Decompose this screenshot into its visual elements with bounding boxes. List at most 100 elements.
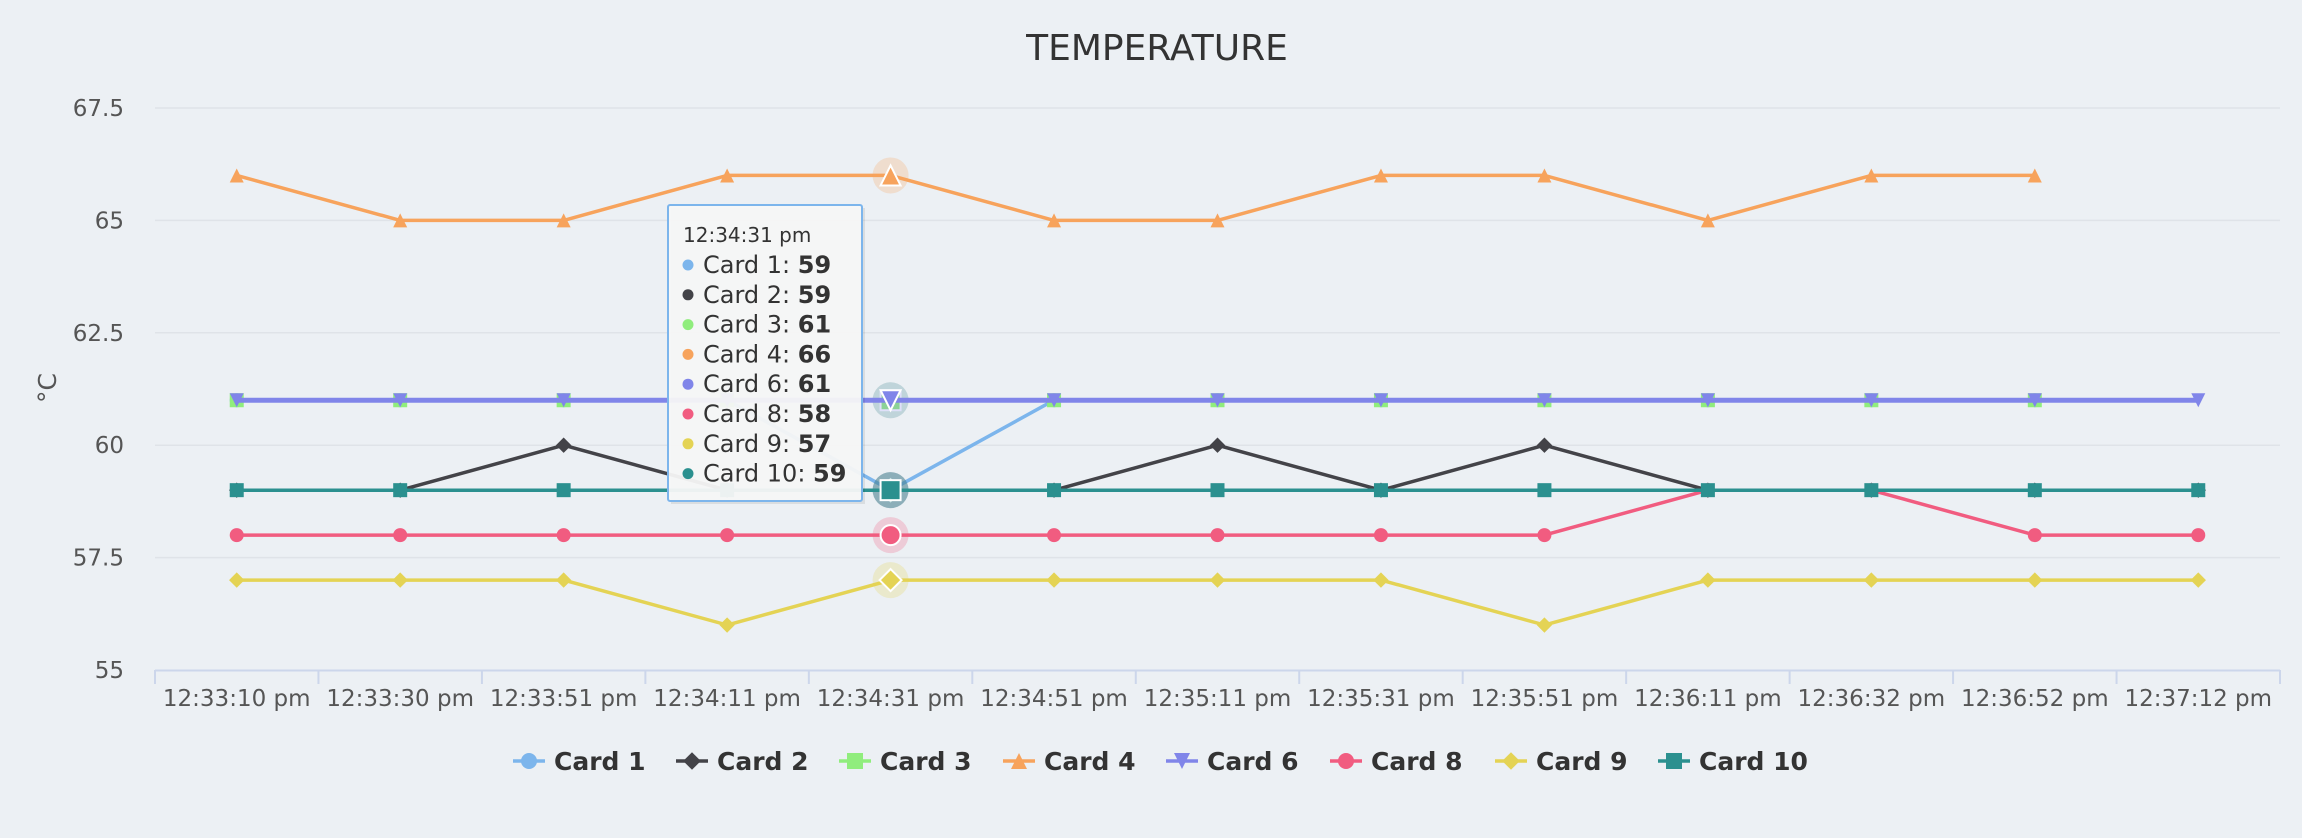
legend-marker[interactable] bbox=[521, 753, 537, 769]
data-point[interactable] bbox=[1046, 572, 1062, 588]
data-point[interactable] bbox=[2027, 528, 2042, 543]
data-point[interactable] bbox=[555, 572, 572, 588]
data-point[interactable] bbox=[393, 393, 408, 408]
data-point[interactable] bbox=[1864, 393, 1879, 408]
data-point[interactable] bbox=[1863, 572, 1880, 588]
x-tick-label: 12:36:32 pm bbox=[1798, 686, 1946, 712]
legend-item-card-4[interactable]: Card 4 bbox=[1003, 747, 1136, 776]
tooltip-entry-value: 61 bbox=[798, 370, 831, 398]
data-point[interactable] bbox=[2190, 572, 2206, 588]
data-point[interactable] bbox=[556, 528, 571, 543]
data-point[interactable] bbox=[2027, 393, 2042, 408]
data-point[interactable] bbox=[392, 572, 408, 588]
data-point[interactable] bbox=[556, 393, 571, 408]
data-point[interactable] bbox=[1210, 213, 1225, 228]
legend-item-card-9[interactable]: Card 9 bbox=[1495, 747, 1628, 776]
tooltip-entry-value: 58 bbox=[798, 400, 831, 428]
data-point-hover[interactable] bbox=[878, 163, 903, 187]
data-point[interactable] bbox=[1864, 168, 1879, 183]
data-point[interactable] bbox=[1700, 483, 1715, 498]
legend-marker[interactable] bbox=[1338, 753, 1354, 769]
legend-marker[interactable] bbox=[1666, 753, 1682, 769]
data-point[interactable] bbox=[393, 213, 408, 228]
data-point[interactable] bbox=[1373, 483, 1388, 498]
tooltip-bullet bbox=[682, 259, 694, 271]
data-point-hover[interactable] bbox=[878, 389, 903, 413]
legend-item-card-1[interactable]: Card 1 bbox=[513, 747, 646, 776]
data-point[interactable] bbox=[1210, 528, 1225, 543]
legend-marker[interactable] bbox=[1011, 753, 1027, 769]
legend-label: Card 2 bbox=[717, 747, 809, 776]
data-point[interactable] bbox=[1210, 483, 1225, 498]
legend-item-card-6[interactable]: Card 6 bbox=[1166, 747, 1299, 776]
data-point[interactable] bbox=[1047, 483, 1062, 498]
legend-item-card-3[interactable]: Card 3 bbox=[839, 747, 972, 776]
data-point[interactable] bbox=[1047, 213, 1062, 228]
data-point[interactable] bbox=[2191, 393, 2206, 408]
data-point[interactable] bbox=[229, 393, 244, 408]
data-point[interactable] bbox=[1209, 437, 1226, 453]
tooltip-bullet bbox=[682, 319, 694, 331]
data-point[interactable] bbox=[1536, 617, 1553, 633]
data-point[interactable] bbox=[1537, 483, 1552, 498]
data-point[interactable] bbox=[393, 528, 408, 543]
data-point[interactable] bbox=[2027, 168, 2042, 183]
data-point[interactable] bbox=[1373, 528, 1388, 543]
data-point[interactable] bbox=[720, 528, 735, 543]
data-point[interactable] bbox=[555, 437, 572, 453]
data-point[interactable] bbox=[1537, 528, 1552, 543]
data-point[interactable] bbox=[1537, 168, 1552, 183]
legend-marker[interactable] bbox=[1174, 753, 1190, 769]
data-point[interactable] bbox=[2191, 528, 2206, 543]
data-point[interactable] bbox=[393, 483, 408, 498]
legend-label: Card 6 bbox=[1207, 747, 1299, 776]
data-point[interactable] bbox=[2027, 483, 2042, 498]
data-point[interactable] bbox=[229, 168, 244, 183]
data-point[interactable] bbox=[1373, 572, 1389, 588]
data-point-hover[interactable] bbox=[879, 479, 902, 502]
data-point[interactable] bbox=[556, 483, 571, 498]
legend-marker[interactable] bbox=[1502, 752, 1520, 770]
data-point[interactable] bbox=[1373, 168, 1388, 183]
tooltip-entry: Card 8: 58 bbox=[703, 400, 831, 428]
data-point[interactable] bbox=[1373, 393, 1388, 408]
legend-marker[interactable] bbox=[683, 752, 701, 770]
x-tick-label: 12:33:10 pm bbox=[163, 686, 311, 712]
data-point[interactable] bbox=[556, 213, 571, 228]
legend-item-card-10[interactable]: Card 10 bbox=[1658, 747, 1808, 776]
x-tick-label: 12:34:51 pm bbox=[980, 686, 1128, 712]
data-point[interactable] bbox=[1047, 528, 1062, 543]
data-point[interactable] bbox=[229, 528, 244, 543]
tooltip-entry-value: 59 bbox=[813, 460, 846, 488]
legend-item-card-2[interactable]: Card 2 bbox=[676, 747, 809, 776]
data-point[interactable] bbox=[1047, 393, 1062, 408]
legend-item-card-8[interactable]: Card 8 bbox=[1330, 747, 1463, 776]
data-point[interactable] bbox=[1700, 393, 1715, 408]
data-point[interactable] bbox=[2027, 572, 2043, 588]
x-tick-label: 12:34:11 pm bbox=[653, 686, 801, 712]
data-point[interactable] bbox=[229, 572, 245, 588]
tooltip-entry-label: Card 8: bbox=[703, 400, 798, 428]
y-tick-label: 67.5 bbox=[73, 96, 124, 122]
legend-label: Card 4 bbox=[1044, 747, 1136, 776]
data-point[interactable] bbox=[229, 483, 244, 498]
data-point[interactable] bbox=[1700, 213, 1715, 228]
x-tick-label: 12:35:51 pm bbox=[1471, 686, 1619, 712]
legend-marker[interactable] bbox=[847, 753, 863, 769]
tooltip-entry-label: Card 6: bbox=[703, 370, 798, 398]
data-point[interactable] bbox=[1700, 572, 1716, 588]
data-point[interactable] bbox=[2191, 483, 2206, 498]
legend-label: Card 3 bbox=[880, 747, 972, 776]
data-point-hover[interactable] bbox=[879, 524, 902, 547]
tooltip-entry-label: Card 4: bbox=[703, 340, 798, 368]
data-point[interactable] bbox=[1536, 437, 1553, 453]
data-point[interactable] bbox=[1210, 393, 1225, 408]
data-point-hover[interactable] bbox=[878, 567, 903, 593]
tooltip-entry: Card 2: 59 bbox=[703, 281, 831, 309]
data-point[interactable] bbox=[1537, 393, 1552, 408]
data-point[interactable] bbox=[720, 168, 735, 183]
data-point[interactable] bbox=[1209, 572, 1226, 588]
data-point[interactable] bbox=[1864, 483, 1879, 498]
data-point[interactable] bbox=[719, 617, 735, 633]
